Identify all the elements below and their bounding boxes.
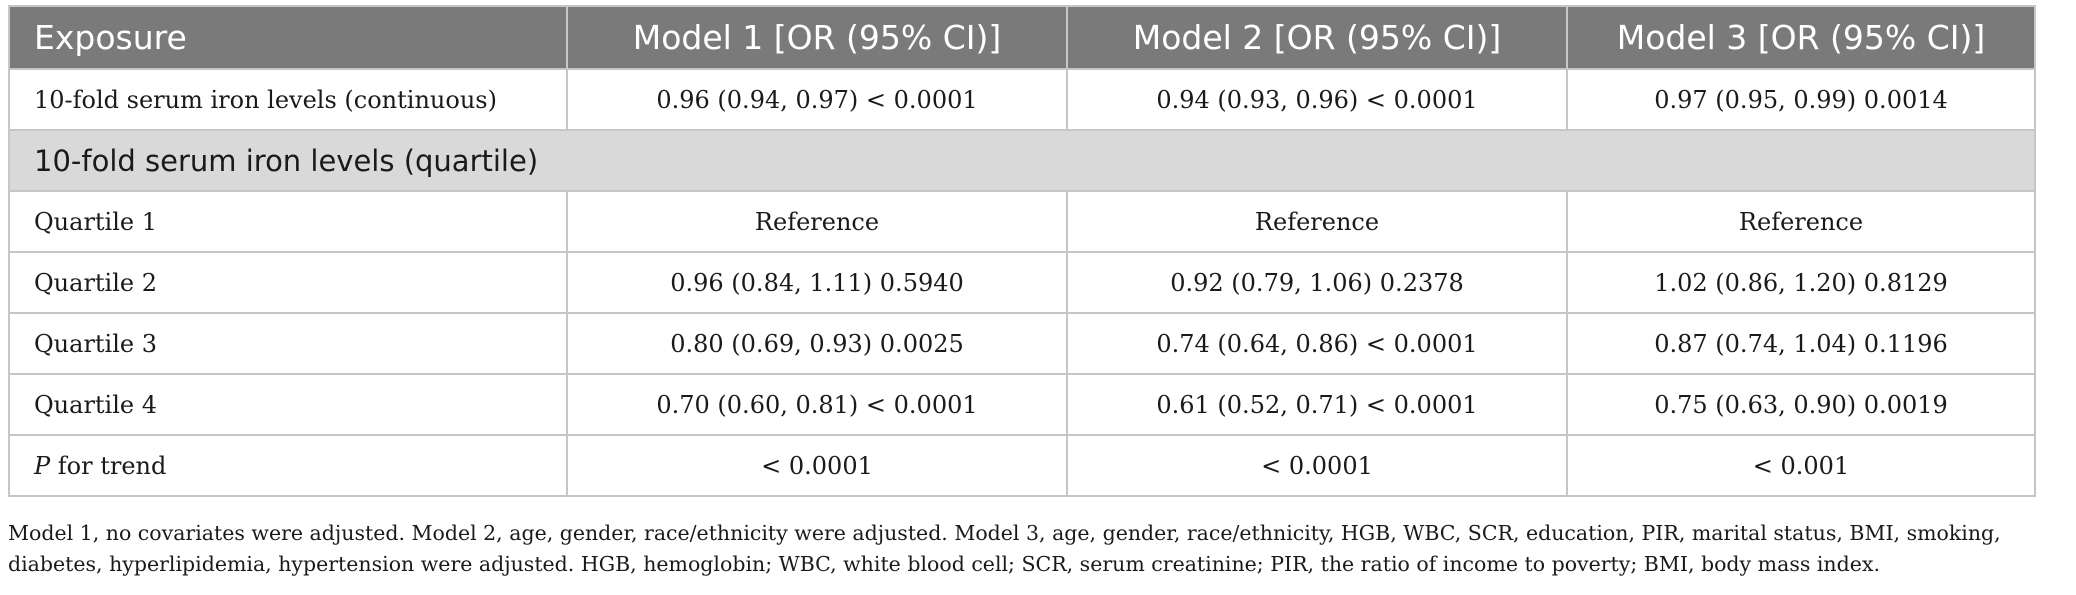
- cell-model-1: Reference: [566, 190, 1068, 253]
- cell-model-3: Reference: [1566, 190, 2036, 253]
- section-label: 10-fold serum iron levels (quartile): [8, 129, 2036, 192]
- results-table: Exposure Model 1 [OR (95% CI)] Model 2 […: [8, 5, 2036, 497]
- cell-model-3: 1.02 (0.86, 1.20) 0.8129: [1566, 251, 2036, 314]
- cell-model-2: 0.94 (0.93, 0.96) < 0.0001: [1066, 68, 1568, 131]
- continuous-row: 10-fold serum iron levels (continuous) 0…: [8, 68, 2036, 131]
- cell-model-2: < 0.0001: [1066, 434, 1568, 497]
- row-label: Quartile 2: [8, 251, 568, 314]
- trend-row: P for trend < 0.0001 < 0.0001 < 0.001: [8, 434, 2036, 497]
- header-row: Exposure Model 1 [OR (95% CI)] Model 2 […: [8, 5, 2036, 70]
- p-symbol: P: [34, 451, 51, 480]
- cell-model-3: < 0.001: [1566, 434, 2036, 497]
- header-model-1: Model 1 [OR (95% CI)]: [566, 5, 1068, 70]
- cell-model-2: 0.61 (0.52, 0.71) < 0.0001: [1066, 373, 1568, 436]
- cell-model-1: 0.96 (0.84, 1.11) 0.5940: [566, 251, 1068, 314]
- footnote-line-1: Model 1, no covariates were adjusted. Mo…: [8, 521, 2001, 545]
- cell-model-1: 0.80 (0.69, 0.93) 0.0025: [566, 312, 1068, 375]
- results-table-container: Exposure Model 1 [OR (95% CI)] Model 2 […: [8, 5, 2036, 497]
- row-label: P for trend: [8, 434, 568, 497]
- section-row: 10-fold serum iron levels (quartile): [8, 129, 2036, 192]
- table-row: Quartile 2 0.96 (0.84, 1.11) 0.5940 0.92…: [8, 251, 2036, 314]
- table-row: Quartile 3 0.80 (0.69, 0.93) 0.0025 0.74…: [8, 312, 2036, 375]
- header-exposure: Exposure: [8, 5, 568, 70]
- cell-model-3: 0.87 (0.74, 1.04) 0.1196: [1566, 312, 2036, 375]
- table-footnote: Model 1, no covariates were adjusted. Mo…: [8, 518, 2068, 580]
- trend-label-text: for trend: [50, 451, 167, 480]
- row-label: Quartile 3: [8, 312, 568, 375]
- header-model-2: Model 2 [OR (95% CI)]: [1066, 5, 1568, 70]
- footnote-line-2: diabetes, hyperlipidemia, hypertension w…: [8, 552, 1880, 576]
- cell-model-1: 0.96 (0.94, 0.97) < 0.0001: [566, 68, 1068, 131]
- cell-model-3: 0.75 (0.63, 0.90) 0.0019: [1566, 373, 2036, 436]
- row-label: Quartile 4: [8, 373, 568, 436]
- header-model-3: Model 3 [OR (95% CI)]: [1566, 5, 2036, 70]
- cell-model-1: 0.70 (0.60, 0.81) < 0.0001: [566, 373, 1068, 436]
- cell-model-2: 0.74 (0.64, 0.86) < 0.0001: [1066, 312, 1568, 375]
- cell-model-2: 0.92 (0.79, 1.06) 0.2378: [1066, 251, 1568, 314]
- row-label: 10-fold serum iron levels (continuous): [8, 68, 568, 131]
- row-label: Quartile 1: [8, 190, 568, 253]
- table-row: Quartile 4 0.70 (0.60, 0.81) < 0.0001 0.…: [8, 373, 2036, 436]
- table-row: Quartile 1 Reference Reference Reference: [8, 190, 2036, 253]
- cell-model-2: Reference: [1066, 190, 1568, 253]
- cell-model-3: 0.97 (0.95, 0.99) 0.0014: [1566, 68, 2036, 131]
- cell-model-1: < 0.0001: [566, 434, 1068, 497]
